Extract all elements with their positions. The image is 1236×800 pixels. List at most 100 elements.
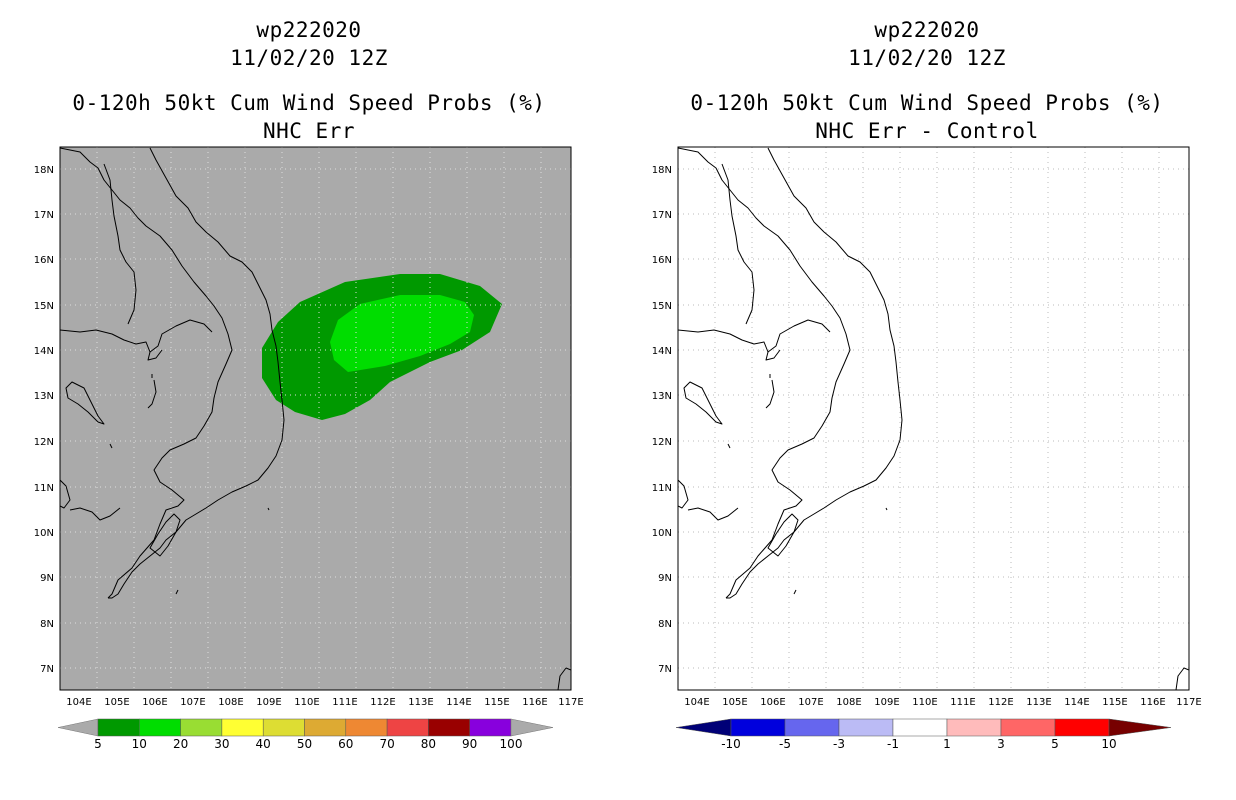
lat-label: 15N bbox=[34, 301, 54, 312]
lat-label: 12N bbox=[34, 437, 54, 448]
lat-label: 7N bbox=[40, 664, 54, 675]
colorbar-swatch bbox=[221, 718, 264, 737]
colorbar-swatch bbox=[262, 718, 305, 737]
map-background bbox=[678, 147, 1189, 690]
colorbar-label: 70 bbox=[379, 737, 395, 751]
lat-label: 17N bbox=[652, 210, 672, 221]
colorbar-label: -3 bbox=[833, 737, 845, 751]
lon-label: 112E bbox=[988, 697, 1013, 708]
lat-label: 18N bbox=[34, 165, 54, 176]
lon-label: 115E bbox=[484, 697, 509, 708]
lon-label: 104E bbox=[66, 697, 91, 708]
grid-lines bbox=[678, 147, 1189, 690]
lat-label: 14N bbox=[652, 346, 672, 357]
lat-label: 18N bbox=[652, 165, 672, 176]
colorbar-label: 1 bbox=[943, 737, 951, 751]
map-panel-right: wp222020 11/02/20 12Z 0-120h 50kt Cum Wi… bbox=[618, 0, 1236, 800]
colorbar-swatch bbox=[892, 718, 948, 737]
lon-label: 107E bbox=[180, 697, 205, 708]
product-title: 0-120h 50kt Cum Wind Speed Probs (%) bbox=[690, 91, 1164, 115]
lon-label: 106E bbox=[760, 697, 785, 708]
map-frame bbox=[677, 146, 1190, 691]
colorbar-swatch bbox=[139, 718, 181, 737]
lon-label: 113E bbox=[1026, 697, 1051, 708]
subtitle: NHC Err - Control bbox=[815, 119, 1039, 143]
lat-label: 10N bbox=[34, 528, 54, 539]
lat-label: 10N bbox=[652, 528, 672, 539]
datetime-title: 11/02/20 12Z bbox=[230, 46, 388, 70]
lat-label: 8N bbox=[40, 619, 54, 630]
lat-label: 15N bbox=[652, 301, 672, 312]
colorbar bbox=[675, 718, 1172, 737]
colorbar-label: 90 bbox=[462, 737, 478, 751]
colorbar-swatch bbox=[1000, 718, 1056, 737]
lat-label: 9N bbox=[658, 573, 672, 584]
colorbar-swatch bbox=[784, 718, 840, 737]
lon-label: 108E bbox=[836, 697, 861, 708]
colorbar bbox=[57, 718, 554, 737]
colorbar-label: 50 bbox=[296, 737, 313, 751]
map-svg: 18N 17N 16N 15N 14N 13N 12N 11N 10N 9N 8… bbox=[34, 146, 584, 737]
datetime-title: 11/02/20 12Z bbox=[848, 46, 1006, 70]
colorbar-label: 5 bbox=[1051, 737, 1059, 751]
coastlines bbox=[678, 147, 1189, 690]
colorbar-label: 20 bbox=[172, 737, 189, 751]
colorbar-end-right bbox=[1108, 718, 1172, 737]
product-title: 0-120h 50kt Cum Wind Speed Probs (%) bbox=[72, 91, 546, 115]
colorbar-label: 10 bbox=[1101, 737, 1117, 751]
lat-label: 11N bbox=[652, 483, 672, 494]
lat-label: 8N bbox=[658, 619, 672, 630]
lon-label: 117E bbox=[558, 697, 583, 708]
coastlines bbox=[60, 147, 571, 690]
lat-label: 12N bbox=[652, 437, 672, 448]
lon-label: 110E bbox=[912, 697, 937, 708]
lon-label: 104E bbox=[684, 697, 709, 708]
colorbar-label: 5 bbox=[94, 737, 102, 751]
colorbar-swatch bbox=[946, 718, 1002, 737]
lon-label: 116E bbox=[1140, 697, 1165, 708]
colorbar-swatch bbox=[838, 718, 894, 737]
colorbar-label: 60 bbox=[338, 737, 354, 751]
colorbar-end-left bbox=[57, 718, 99, 737]
lon-label: 112E bbox=[370, 697, 395, 708]
lon-labels: 104E 105E 106E 107E 108E 109E 110E 111E … bbox=[684, 697, 1201, 708]
storm-id-title: wp222020 bbox=[256, 18, 362, 42]
lat-label: 13N bbox=[34, 391, 54, 402]
colorbar-label: 10 bbox=[131, 737, 147, 751]
colorbar-label: 30 bbox=[214, 737, 230, 751]
lon-label: 114E bbox=[1064, 697, 1089, 708]
prob-contour-10 bbox=[330, 295, 474, 372]
lon-label: 115E bbox=[1102, 697, 1127, 708]
map-svg: 18N 17N 16N 15N 14N 13N 12N 11N 10N 9N 8… bbox=[652, 146, 1202, 737]
lat-label: 14N bbox=[34, 346, 54, 357]
colorbar-swatch bbox=[345, 718, 388, 737]
lon-labels: 104E 105E 106E 107E 108E 109E 110E 111E … bbox=[66, 697, 583, 708]
lon-label: 105E bbox=[104, 697, 129, 708]
colorbar-swatch bbox=[180, 718, 223, 737]
lat-label: 17N bbox=[34, 210, 54, 221]
lat-label: 13N bbox=[652, 391, 672, 402]
lon-label: 108E bbox=[218, 697, 243, 708]
lon-label: 113E bbox=[408, 697, 433, 708]
map-frame bbox=[59, 146, 572, 691]
lon-label: 105E bbox=[722, 697, 747, 708]
lat-label: 16N bbox=[652, 255, 672, 266]
lon-label: 109E bbox=[874, 697, 899, 708]
lon-label: 106E bbox=[142, 697, 167, 708]
subtitle: NHC Err bbox=[262, 119, 355, 143]
colorbar-swatch bbox=[304, 718, 347, 737]
colorbar-label: -1 bbox=[887, 737, 899, 751]
colorbar-swatch bbox=[469, 718, 512, 737]
map-panel-left: wp222020 11/02/20 12Z 0-120h 50kt Cum Wi… bbox=[34, 18, 584, 751]
lon-label: 107E bbox=[798, 697, 823, 708]
lat-label: 16N bbox=[34, 255, 54, 266]
lon-label: 117E bbox=[1176, 697, 1201, 708]
colorbar-end-left bbox=[675, 718, 732, 737]
colorbar-swatch bbox=[1054, 718, 1110, 737]
colorbar-label: 40 bbox=[255, 737, 271, 751]
lat-label: 11N bbox=[34, 483, 54, 494]
lon-label: 116E bbox=[522, 697, 547, 708]
colorbar-swatch bbox=[428, 718, 470, 737]
colorbar-label: -5 bbox=[779, 737, 791, 751]
lat-labels: 18N 17N 16N 15N 14N 13N 12N 11N 10N 9N 8… bbox=[34, 165, 54, 675]
